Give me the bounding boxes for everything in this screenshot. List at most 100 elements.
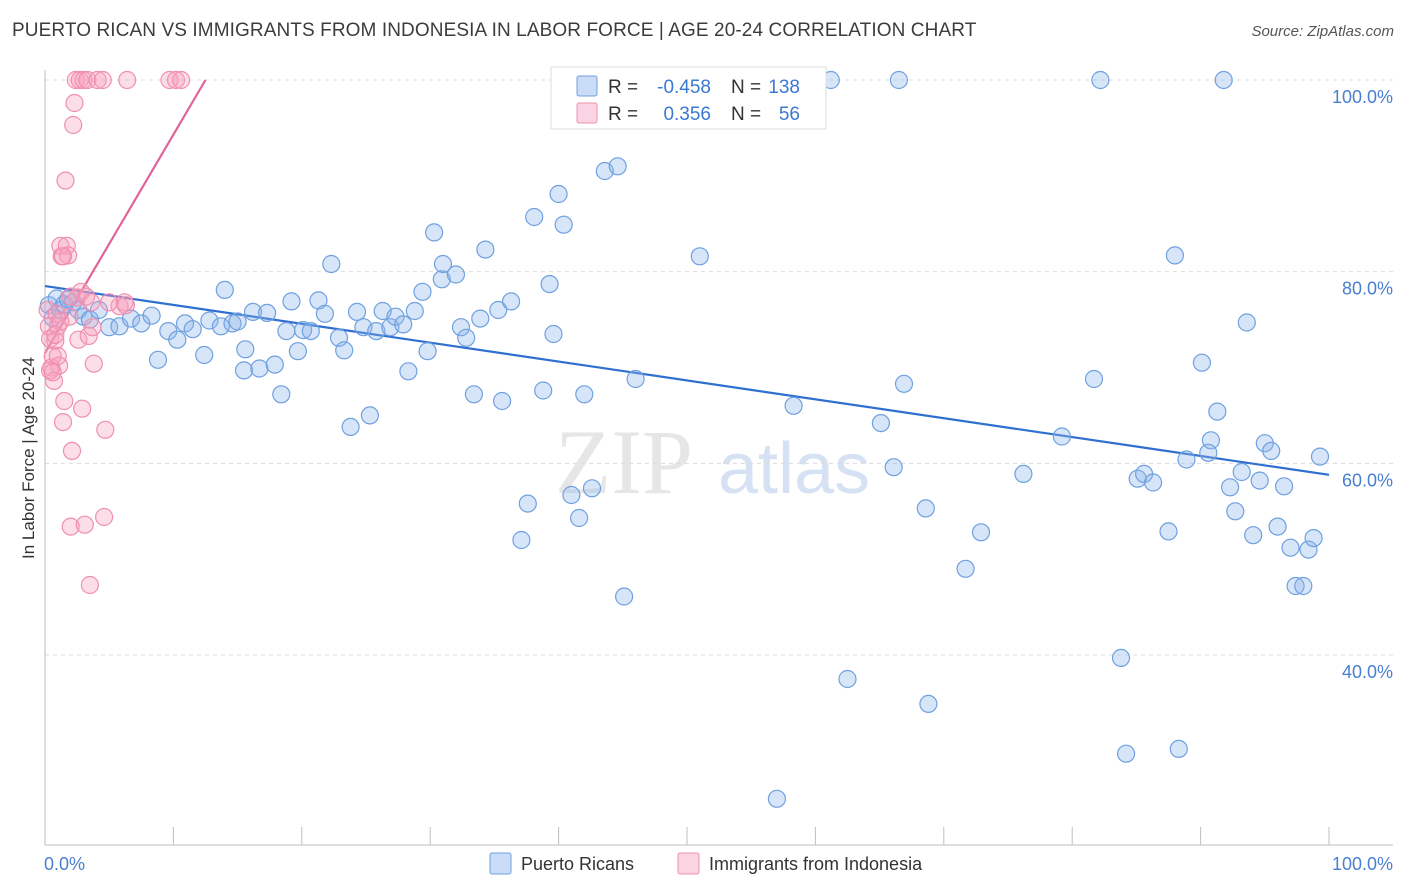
point-puerto-ricans-99: [1052, 427, 1072, 446]
point-puerto-ricans-114: [1214, 70, 1233, 90]
point-puerto-ricans-64: [471, 309, 490, 328]
point-indonesia-15: [57, 236, 76, 255]
point-puerto-ricans-28: [236, 340, 255, 359]
point-indonesia-40: [96, 420, 115, 439]
point-puerto-ricans-27: [234, 361, 254, 380]
point-indonesia-25: [70, 70, 89, 90]
legend-box: R = -0.458 N = 138 R = 0.356 N = 56: [550, 66, 827, 130]
y-tick-label-60: 60.0%: [1342, 470, 1393, 490]
y-tick-label-100: 100.0%: [1332, 87, 1393, 107]
point-puerto-ricans-65: [476, 240, 495, 259]
legend-n-value-0: 138: [768, 77, 800, 98]
point-indonesia-46: [166, 70, 186, 90]
point-puerto-ricans-10: [89, 300, 109, 320]
source-label: Source: ZipAtlas.com: [1251, 23, 1394, 40]
point-indonesia-47: [172, 70, 191, 90]
point-indonesia-55: [100, 293, 119, 312]
point-puerto-ricans-57: [425, 223, 444, 242]
point-indonesia-34: [82, 293, 101, 312]
point-indonesia-35: [83, 318, 102, 337]
point-puerto-ricans-22: [200, 311, 219, 330]
point-indonesia-43: [116, 296, 136, 315]
point-puerto-ricans-44: [341, 417, 360, 436]
point-puerto-ricans-20: [183, 320, 202, 339]
point-puerto-ricans-45: [347, 302, 367, 321]
point-puerto-ricans-80: [582, 479, 602, 498]
legend-r-label-1: R =: [608, 104, 638, 125]
point-puerto-ricans-66: [489, 300, 508, 320]
point-indonesia-36: [84, 354, 103, 373]
bottom-legend-label-puerto-ricans: Puerto Ricans: [521, 854, 634, 874]
point-puerto-ricans-122: [1262, 441, 1281, 460]
point-puerto-ricans-76: [554, 215, 573, 234]
point-puerto-ricans-98: [1014, 464, 1033, 483]
legend-n-label-1: N =: [731, 104, 761, 125]
point-indonesia-28: [74, 70, 93, 90]
point-indonesia-31: [78, 70, 97, 90]
point-puerto-ricans-63: [464, 385, 483, 404]
point-puerto-ricans-36: [288, 342, 307, 361]
point-puerto-ricans-43: [335, 341, 354, 360]
point-puerto-ricans-88: [784, 396, 803, 415]
point-puerto-ricans-23: [211, 317, 230, 336]
point-indonesia-50: [40, 361, 60, 380]
point-indonesia-48: [48, 346, 67, 366]
point-indonesia-37: [88, 70, 107, 90]
point-indonesia-39: [94, 507, 114, 527]
point-puerto-ricans-94: [916, 499, 935, 518]
point-puerto-ricans-113: [1208, 402, 1227, 421]
point-indonesia-38: [93, 70, 112, 90]
point-puerto-ricans-93: [894, 374, 914, 393]
point-indonesia-29: [75, 515, 94, 534]
point-puerto-ricans-16: [148, 350, 168, 369]
point-puerto-ricans-40: [315, 304, 334, 323]
y-tick-label-80: 80.0%: [1342, 279, 1393, 299]
point-puerto-ricans-124: [1274, 477, 1294, 496]
x-tick-label-max: 100.0%: [1332, 854, 1393, 874]
point-puerto-ricans-78: [569, 508, 589, 528]
point-puerto-ricans-37: [294, 321, 313, 340]
point-puerto-ricans-32: [265, 355, 284, 374]
point-puerto-ricans-115: [1220, 478, 1240, 497]
point-puerto-ricans-110: [1177, 450, 1196, 469]
point-puerto-ricans-90: [871, 414, 891, 433]
point-puerto-ricans-34: [277, 322, 296, 341]
point-puerto-ricans-106: [1143, 473, 1163, 492]
point-indonesia-18: [61, 517, 80, 536]
point-indonesia-52: [53, 247, 73, 266]
point-puerto-ricans-31: [258, 303, 277, 322]
point-indonesia-54: [43, 363, 62, 382]
chart-title: PUERTO RICAN VS IMMIGRANTS FROM INDONESI…: [12, 20, 977, 41]
point-puerto-ricans-68: [502, 292, 521, 311]
point-indonesia-12: [53, 413, 73, 432]
point-puerto-ricans-125: [1281, 538, 1300, 557]
series-immigrants-indonesia: [38, 70, 191, 595]
series-puerto-ricans: [39, 70, 1330, 808]
point-puerto-ricans-116: [1226, 502, 1245, 521]
point-puerto-ricans-33: [272, 385, 291, 404]
point-puerto-ricans-14: [132, 314, 151, 333]
point-indonesia-19: [62, 441, 82, 460]
point-puerto-ricans-95: [919, 694, 938, 714]
point-indonesia-4: [43, 346, 62, 366]
bottom-legend-label-indonesia: Immigrants from Indonesia: [709, 854, 923, 874]
point-puerto-ricans-18: [168, 330, 187, 349]
point-puerto-ricans-61: [451, 318, 471, 337]
point-puerto-ricans-72: [534, 381, 553, 400]
point-puerto-ricans-67: [493, 391, 512, 411]
watermark-atlas: atlas: [718, 429, 870, 509]
point-puerto-ricans-41: [322, 254, 341, 274]
point-puerto-ricans-58: [432, 270, 451, 289]
point-puerto-ricans-120: [1250, 471, 1269, 490]
point-puerto-ricans-55: [413, 282, 432, 301]
point-puerto-ricans-100: [1084, 369, 1104, 389]
legend-n-value-1: 56: [779, 104, 800, 125]
y-tick-label-40: 40.0%: [1342, 662, 1393, 682]
point-puerto-ricans-129: [1304, 528, 1323, 548]
point-puerto-ricans-117: [1232, 462, 1251, 482]
point-puerto-ricans-24: [215, 280, 234, 299]
point-puerto-ricans-118: [1237, 313, 1256, 332]
point-puerto-ricans-75: [549, 184, 568, 204]
point-puerto-ricans-71: [525, 207, 544, 227]
